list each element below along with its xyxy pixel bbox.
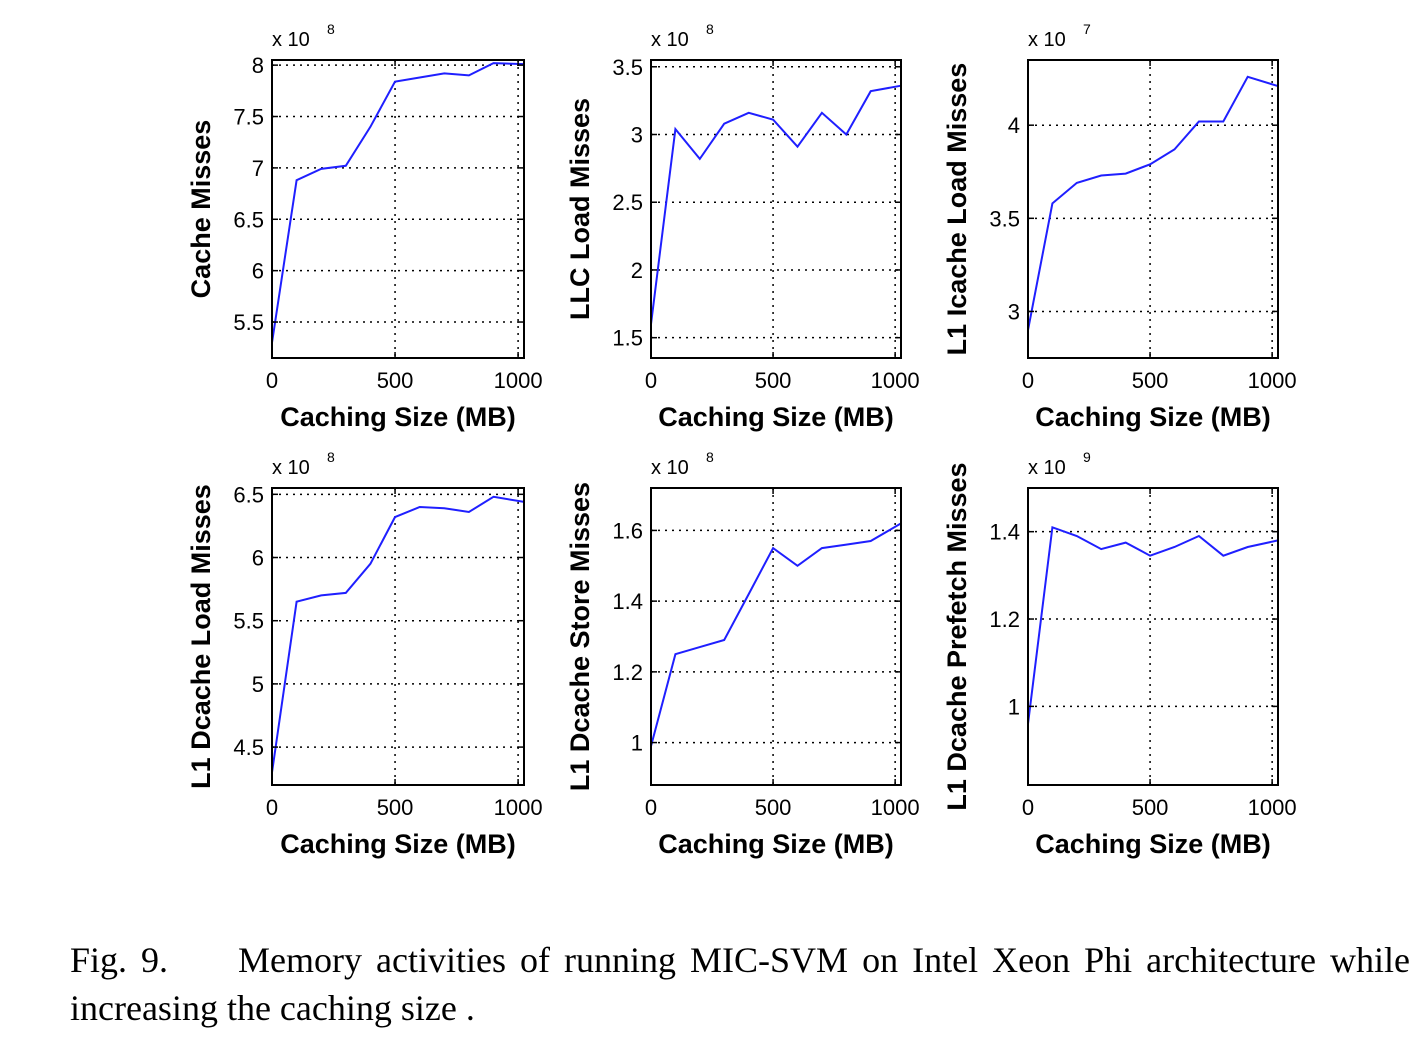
figure-caption: Fig. 9. Memory activities of running MIC-… — [70, 936, 1410, 1032]
y-axis-label: L1 Dcache Prefetch Misses — [942, 462, 972, 810]
series-line — [1027, 75, 1279, 331]
y-multiplier: x 10 — [1028, 457, 1066, 479]
plot-frame — [650, 487, 902, 786]
plot-frame — [1027, 487, 1279, 786]
x-tick-label-1: 500 — [755, 368, 792, 393]
chart-panel-1: 0 500 1000 5.5 6 6.5 7 7.5 8 x 10 8 Caching Size (M… — [186, 21, 543, 432]
x-axis-label: Caching Size (MB) — [658, 829, 894, 859]
figure-number: Fig. 9. — [70, 940, 169, 980]
y-tick-label-2: 6.5 — [233, 207, 264, 232]
y-tick-label-3: 3 — [631, 123, 643, 148]
chart-panel-5: 0 500 1000 1 1.2 1.4 1.6 x 10 8 Caching Size (MB)… — [565, 449, 920, 859]
x-tick-label-2: 1000 — [871, 795, 920, 820]
x-axis-label: Caching Size (MB) — [280, 402, 516, 432]
y-tick-label-1: 1.2 — [612, 660, 643, 685]
series-line — [271, 62, 525, 343]
chart-panel-3: 0 500 1000 3 3.5 4 x 10 7 Caching Size (MB) L1 Ic… — [942, 21, 1297, 432]
y-tick-label-0: 4.5 — [233, 735, 264, 760]
x-tick-label-2: 1000 — [494, 368, 543, 393]
y-axis-label: Cache Misses — [186, 120, 216, 299]
y-tick-label-2: 2.5 — [612, 190, 643, 215]
plot-frame — [271, 487, 525, 786]
y-multiplier: x 10 — [651, 457, 689, 479]
x-tick-label-2: 1000 — [1248, 368, 1297, 393]
y-tick-label-0: 1 — [631, 731, 643, 756]
chart-panel-6: 0 500 1000 1 1.2 1.4 x 10 9 Caching Size (MB) L1 … — [942, 449, 1297, 859]
y-tick-label-0: 3 — [1008, 299, 1020, 324]
y-tick-label-4: 3.5 — [612, 55, 643, 80]
x-tick-label-2: 1000 — [871, 368, 920, 393]
x-tick-label-2: 1000 — [494, 795, 543, 820]
y-axis-label: LLC Load Misses — [565, 98, 595, 320]
y-axis-label: L1 Dcache Load Misses — [186, 484, 216, 789]
x-tick-label-1: 500 — [755, 795, 792, 820]
plot-frame — [650, 59, 902, 359]
y-tick-label-3: 7 — [252, 156, 264, 181]
series-line — [650, 84, 902, 325]
y-tick-label-2: 1.4 — [612, 589, 643, 614]
y-tick-label-0: 1.5 — [612, 326, 643, 351]
series-line — [1027, 525, 1279, 725]
y-multiplier-exponent: 8 — [706, 21, 714, 37]
x-axis-label: Caching Size (MB) — [1035, 402, 1271, 432]
y-tick-label-1: 6 — [252, 259, 264, 284]
x-tick-label-0: 0 — [266, 795, 278, 820]
y-tick-label-5: 8 — [252, 53, 264, 78]
chart-panel-4: 0 500 1000 4.5 5 5.5 6 6.5 x 10 8 Caching Size (MB… — [186, 449, 543, 859]
series-line — [271, 495, 525, 773]
y-tick-label-2: 4 — [1008, 113, 1020, 138]
y-tick-label-3: 6 — [252, 546, 264, 571]
y-multiplier-exponent: 8 — [327, 21, 335, 37]
x-tick-label-1: 500 — [1132, 368, 1169, 393]
y-multiplier-exponent: 7 — [1083, 21, 1091, 37]
y-tick-label-0: 1 — [1008, 694, 1020, 719]
y-multiplier-exponent: 8 — [327, 449, 335, 465]
x-tick-label-0: 0 — [1022, 795, 1034, 820]
y-multiplier: x 10 — [651, 29, 689, 51]
y-axis-label: L1 Icache Load Misses — [942, 63, 972, 356]
x-axis-label: Caching Size (MB) — [658, 402, 894, 432]
y-tick-label-2: 5.5 — [233, 609, 264, 634]
caption-text: Memory activities of running MIC-SVM on … — [70, 940, 1410, 1028]
chart-panel-2: 0 500 1000 1.5 2 2.5 3 3.5 x 10 8 Caching Size (MB… — [565, 21, 920, 432]
y-tick-label-0: 5.5 — [233, 310, 264, 335]
x-tick-label-0: 0 — [645, 368, 657, 393]
y-tick-label-3: 1.6 — [612, 518, 643, 543]
plot-frame — [1027, 59, 1279, 359]
y-tick-label-1: 3.5 — [989, 206, 1020, 231]
x-tick-label-1: 500 — [377, 368, 414, 393]
y-tick-label-1: 2 — [631, 258, 643, 283]
plot-frame — [271, 59, 525, 359]
x-tick-label-2: 1000 — [1248, 795, 1297, 820]
y-tick-label-4: 7.5 — [233, 105, 264, 130]
y-multiplier: x 10 — [1028, 29, 1066, 51]
y-multiplier: x 10 — [272, 29, 310, 51]
series-line — [650, 522, 902, 747]
y-tick-label-4: 6.5 — [233, 482, 264, 507]
y-multiplier-exponent: 9 — [1083, 449, 1091, 465]
y-tick-label-1: 1.2 — [989, 607, 1020, 632]
y-tick-label-2: 1.4 — [989, 520, 1020, 545]
x-tick-label-0: 0 — [1022, 368, 1034, 393]
x-tick-label-1: 500 — [1132, 795, 1169, 820]
y-multiplier-exponent: 8 — [706, 449, 714, 465]
y-tick-label-1: 5 — [252, 672, 264, 697]
y-multiplier: x 10 — [272, 457, 310, 479]
x-tick-label-0: 0 — [266, 368, 278, 393]
x-tick-label-0: 0 — [645, 795, 657, 820]
x-tick-label-1: 500 — [377, 795, 414, 820]
x-axis-label: Caching Size (MB) — [1035, 829, 1271, 859]
y-axis-label: L1 Dcache Store Misses — [565, 482, 595, 791]
x-axis-label: Caching Size (MB) — [280, 829, 516, 859]
